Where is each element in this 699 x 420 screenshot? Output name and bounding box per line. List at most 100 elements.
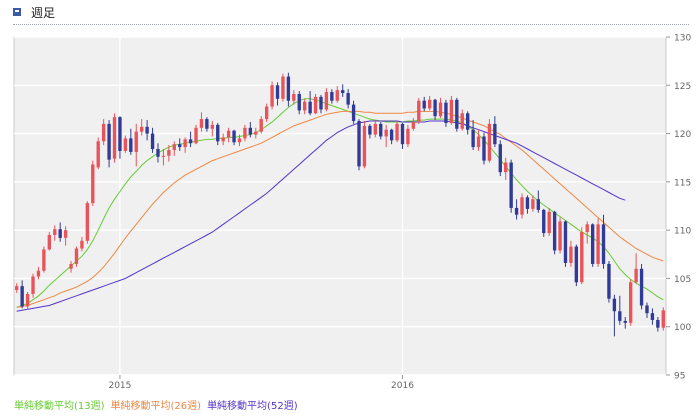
candle-up <box>580 232 584 283</box>
candle-up <box>53 229 57 235</box>
candle-down <box>542 209 546 234</box>
candle-down <box>389 129 394 141</box>
candle-down <box>205 119 209 129</box>
candle-down <box>297 93 301 111</box>
candle-up <box>172 144 176 150</box>
candle-up <box>324 92 329 110</box>
candle-down <box>498 144 502 173</box>
candle-up <box>302 101 307 111</box>
candle-down <box>563 221 568 263</box>
candle-up <box>237 138 242 143</box>
candle-up <box>504 162 508 173</box>
candle-down <box>639 268 644 306</box>
candle-up <box>362 125 367 167</box>
candle-up <box>373 123 378 135</box>
x-tick-label: 2016 <box>391 381 414 391</box>
ma52-line <box>16 120 626 312</box>
candle-down <box>216 124 220 142</box>
candle-down <box>493 123 497 145</box>
candle-down <box>444 102 448 123</box>
candle-down <box>607 263 611 299</box>
plot-area <box>13 36 667 376</box>
x-tick-label: 2015 <box>108 381 131 391</box>
candle-down <box>118 117 122 151</box>
y-tick-label: 120 <box>674 130 691 140</box>
candle-up <box>628 282 633 323</box>
candle-up <box>91 164 95 204</box>
candle-up <box>221 137 225 142</box>
candle-up <box>123 138 128 151</box>
candle-up <box>634 268 638 283</box>
candle-down <box>465 113 470 130</box>
candle-up <box>547 211 551 234</box>
candlestick-chart: 130 125 120 115 110 105 100 95 2015 2016 <box>13 34 691 391</box>
candle-down <box>368 125 372 135</box>
candle-down <box>455 99 459 129</box>
candle-down <box>156 149 160 157</box>
candle-down <box>514 207 519 215</box>
y-tick-label: 110 <box>674 227 691 237</box>
candle-down <box>650 313 655 320</box>
candle-up <box>395 123 399 141</box>
candle-up <box>406 128 410 145</box>
candle-up <box>42 249 46 271</box>
candle-up <box>254 131 258 135</box>
candle-up <box>210 124 215 129</box>
candle-up <box>476 136 481 148</box>
candle-down <box>275 85 280 99</box>
y-tick-label: 115 <box>674 178 691 188</box>
candle-up <box>487 123 492 161</box>
candle-up <box>31 276 35 294</box>
legend-item-ma13: 単純移動平均(13週) <box>14 401 105 412</box>
candle-down <box>471 129 475 148</box>
candle-down <box>319 96 323 110</box>
candle-up <box>139 126 144 132</box>
candle-up <box>243 127 247 139</box>
candle-down <box>188 139 193 144</box>
candle-up <box>531 199 535 209</box>
candle-up <box>101 123 106 142</box>
candle-up <box>264 106 269 120</box>
candle-up <box>438 102 443 117</box>
candle-down <box>107 123 111 160</box>
chart-header: 週足 <box>0 0 699 26</box>
candle-up <box>69 263 73 269</box>
y-tick-label: 125 <box>674 82 691 92</box>
chart-icon <box>13 8 21 16</box>
candle-up <box>449 99 454 123</box>
candle-down <box>601 224 606 264</box>
candle-up <box>36 270 41 277</box>
candle-up <box>569 246 573 263</box>
candle-down <box>330 92 334 101</box>
candle-up <box>183 139 187 148</box>
candle-down <box>357 121 361 167</box>
y-tick-label: 105 <box>674 275 691 285</box>
candle-up <box>384 129 388 137</box>
candle-up <box>270 85 274 107</box>
candle-up <box>161 155 166 157</box>
candle-up <box>194 127 198 144</box>
candle-down <box>351 104 356 122</box>
candle-up <box>520 197 524 215</box>
legend-item-ma52: 単純移動平均(52週) <box>207 401 298 412</box>
candle-down <box>248 127 253 135</box>
candle-down <box>509 162 513 208</box>
candle-up <box>281 76 285 99</box>
candle-down <box>645 305 649 314</box>
candle-up <box>96 141 100 168</box>
candle-up <box>335 90 339 101</box>
candle-up <box>417 100 421 122</box>
candle-up <box>558 221 562 251</box>
candle-down <box>400 123 405 145</box>
candle-down <box>58 229 62 238</box>
candle-down <box>178 144 182 148</box>
candle-down <box>525 197 530 209</box>
candle-down <box>536 199 541 210</box>
y-tick-label: 130 <box>674 34 691 44</box>
chart-legend: 単純移動平均(13週) 単純移動平均(26週) 単純移動平均(52週) <box>14 397 304 412</box>
candle-up <box>411 121 416 129</box>
candle-down <box>433 99 437 117</box>
candle-up <box>47 234 52 250</box>
candle-down <box>623 320 627 323</box>
candle-down <box>552 211 557 251</box>
